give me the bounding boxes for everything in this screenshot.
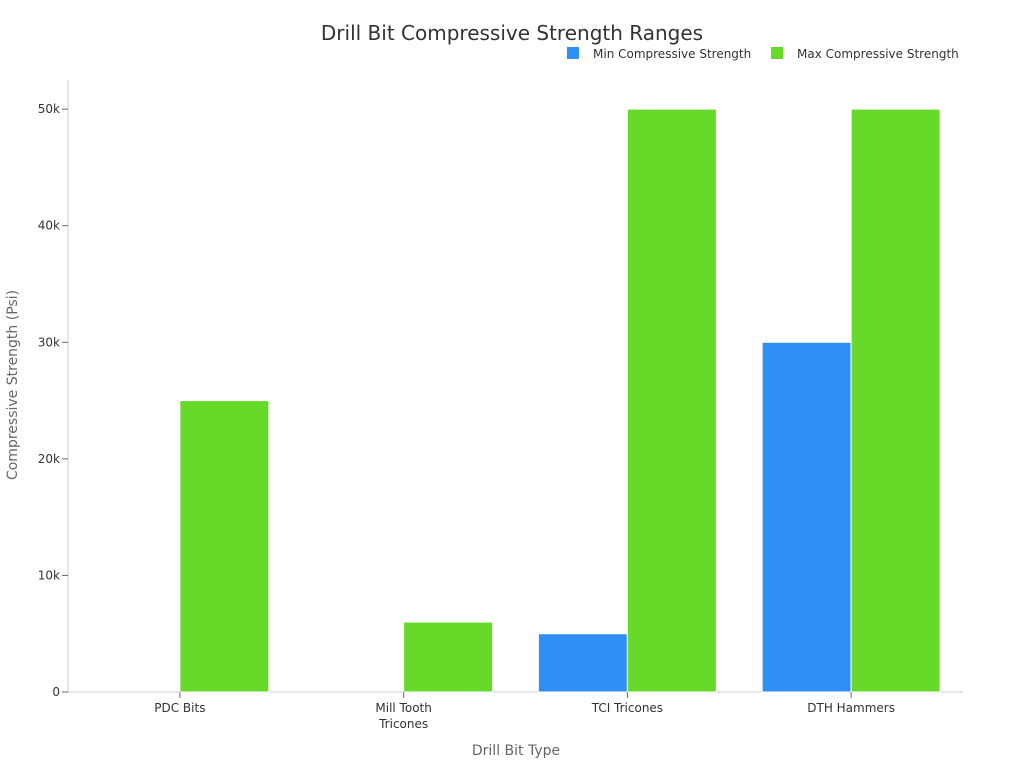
- y-tick-label: 0: [52, 685, 60, 699]
- plot-area: 0 10k 20k 30k 40k 50k PDC Bits Mill Tooth Tricon…: [38, 80, 963, 731]
- x-axis-title: Drill Bit Type: [472, 743, 560, 759]
- y-tick-label: 40k: [38, 219, 60, 233]
- bar-min: [537, 633, 628, 693]
- bar-max: [626, 108, 717, 693]
- chart-title: Drill Bit Compressive Strength Ranges: [321, 21, 703, 45]
- x-tick-label: DTH Hammers: [807, 701, 895, 715]
- bar-max: [179, 400, 270, 693]
- legend-label-min: Min Compressive Strength: [593, 47, 751, 61]
- legend: Min Compressive Strength Max Compressive…: [567, 47, 959, 61]
- x-tick-label: TCI Tricones: [591, 701, 663, 715]
- y-tick-label: 20k: [38, 452, 60, 466]
- legend-swatch-min: [567, 47, 579, 59]
- y-tick-label: 50k: [38, 102, 60, 116]
- y-tick-label: 30k: [38, 335, 60, 349]
- y-tick-label: 10k: [38, 568, 60, 582]
- legend-swatch-max: [771, 47, 783, 59]
- x-tick-label: PDC Bits: [154, 701, 205, 715]
- bar-min: [761, 341, 852, 693]
- legend-label-max: Max Compressive Strength: [797, 47, 959, 61]
- bar-max: [850, 108, 941, 693]
- x-tick-label: Mill Tooth Tricones: [375, 701, 431, 731]
- y-axis-title: Compressive Strength (Psi): [5, 290, 21, 480]
- bar-max: [403, 621, 494, 693]
